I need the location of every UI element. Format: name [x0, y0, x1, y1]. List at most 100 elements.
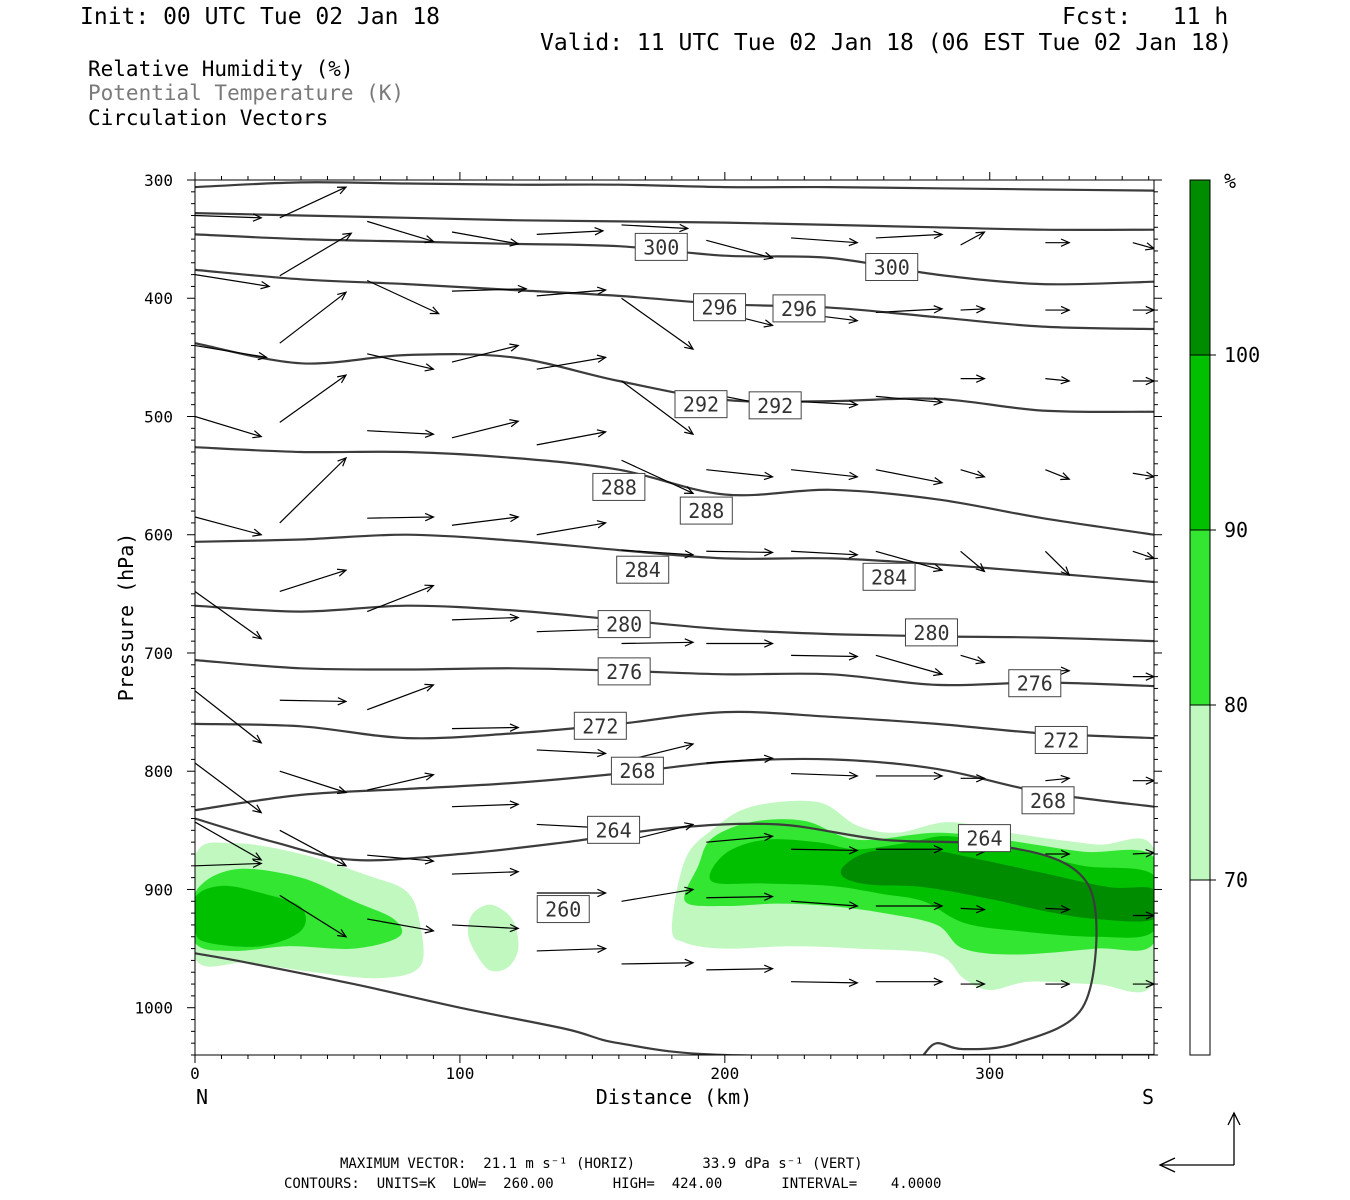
- circulation-vector: [279, 186, 348, 219]
- circulation-vector: [1045, 238, 1071, 247]
- vector-shaft: [1132, 550, 1154, 559]
- vector-shaft: [1132, 242, 1154, 250]
- vector-shaft: [195, 590, 262, 640]
- vector-head: [975, 470, 986, 479]
- colorbar-frame: [1189, 179, 1211, 1056]
- circulation-vector: [960, 979, 986, 989]
- vector-shaft: [451, 726, 519, 730]
- circulation-vector: [1132, 242, 1154, 251]
- vector-head: [517, 284, 528, 294]
- circulation-vector: [451, 284, 528, 294]
- legend-circulation-vectors: Circulation Vectors: [88, 106, 329, 130]
- vector-head: [933, 305, 944, 314]
- circulation-vector: [875, 771, 944, 781]
- circulation-vector: [451, 513, 520, 526]
- y-tick-label: 700: [144, 644, 173, 663]
- vector-shaft: [536, 356, 606, 370]
- theta-label: 260: [536, 895, 590, 924]
- vector-shaft: [279, 770, 347, 794]
- vector-shaft: [791, 848, 858, 852]
- vector-shaft: [791, 237, 858, 244]
- vector-head: [848, 315, 859, 324]
- vector-head: [424, 235, 435, 244]
- theta-label: 276: [597, 657, 651, 686]
- circulation-vector: [1044, 550, 1071, 576]
- vector-head: [509, 419, 520, 428]
- vector-head: [596, 429, 608, 438]
- vector-head: [424, 683, 435, 692]
- vector-head: [336, 786, 348, 795]
- vector-head: [933, 977, 944, 986]
- vector-head: [257, 351, 268, 361]
- vector-head: [1145, 911, 1154, 920]
- circulation-vector: [1132, 776, 1154, 785]
- theta-label-text: 292: [757, 394, 793, 418]
- x-tick-label: 300: [975, 1064, 1004, 1083]
- vector-head: [252, 734, 263, 744]
- vector-shaft: [1045, 777, 1070, 782]
- vector-head: [933, 397, 944, 406]
- theta-label-text: 276: [606, 660, 642, 684]
- circulation-vector: [279, 829, 348, 867]
- circulation-vector: [195, 859, 263, 868]
- vector-head: [975, 231, 986, 240]
- vector-head: [763, 251, 774, 261]
- vector-shaft: [451, 616, 519, 621]
- circulation-vector: [960, 231, 986, 246]
- vector-head: [509, 613, 520, 622]
- vector-head: [1060, 238, 1071, 247]
- circulation-vector: [791, 400, 859, 409]
- circulation-vector: [451, 419, 520, 439]
- theta-label-text: 292: [683, 393, 719, 417]
- circulation-vector: [791, 652, 859, 661]
- theta-label-box: [862, 562, 916, 591]
- vector-shaft: [279, 186, 347, 219]
- theta-label-text: 300: [874, 256, 910, 280]
- vector-shaft: [1045, 378, 1070, 382]
- circulation-vector: [279, 770, 348, 795]
- circulation-vector: [875, 845, 944, 854]
- circulation-vector: [791, 978, 859, 987]
- x-tick-label: 200: [710, 1064, 739, 1083]
- circulation-vector: [279, 894, 348, 938]
- circulation-vector: [1045, 849, 1071, 859]
- vector-shaft: [279, 291, 347, 344]
- vector-head: [337, 456, 348, 467]
- vector-head: [848, 471, 859, 481]
- theta-labels: 300 300 296 296 292 292 288 288 284 284 280 280 276 2…: [536, 232, 1088, 924]
- theta-label: 292: [748, 391, 802, 420]
- theta-label-text: 272: [582, 714, 618, 738]
- colorbar-segment: [1190, 180, 1210, 355]
- vector-shaft: [706, 469, 773, 478]
- theta-label-box: [1021, 786, 1075, 815]
- vector-head: [336, 568, 348, 577]
- vector-shaft: [621, 641, 694, 645]
- colorbar: 70 80 90 100: [1189, 179, 1260, 1056]
- vector-shaft: [791, 772, 858, 777]
- vector-head: [848, 550, 859, 559]
- theta-label: 296: [693, 293, 747, 322]
- vector-shaft: [367, 220, 434, 243]
- vector-shaft: [960, 308, 985, 311]
- circulation-vector: [621, 380, 695, 436]
- vector-shaft: [279, 232, 352, 277]
- circulation-vector: [706, 832, 774, 843]
- theta-label-text: 268: [619, 759, 655, 783]
- circulation-vector: [875, 395, 944, 406]
- vector-head: [975, 563, 986, 573]
- vector-shaft: [451, 516, 519, 526]
- circulation-vector: [706, 239, 774, 261]
- circulation-vector: [1045, 305, 1071, 315]
- vector-head: [509, 238, 520, 247]
- circulation-vector: [621, 297, 695, 350]
- circulation-vector: [195, 690, 263, 744]
- vector-head: [764, 548, 774, 557]
- circulation-vector: [960, 469, 986, 479]
- theta-label-text: 264: [596, 818, 632, 842]
- theta-label-box: [865, 253, 919, 281]
- vector-shaft: [536, 230, 604, 235]
- vector-head: [1060, 472, 1071, 481]
- circulation-vector: [366, 683, 435, 711]
- vector-shaft: [451, 803, 519, 808]
